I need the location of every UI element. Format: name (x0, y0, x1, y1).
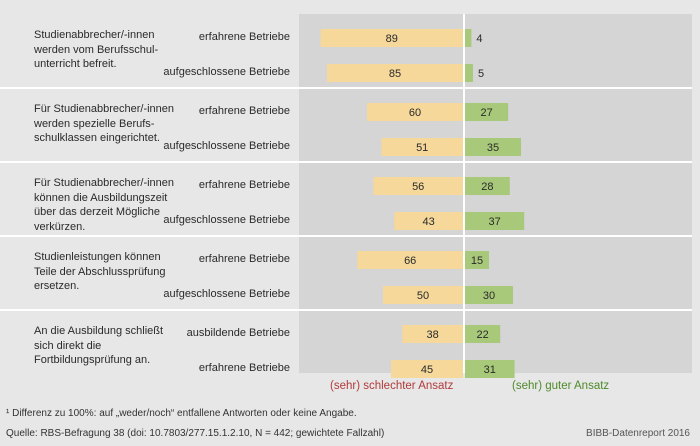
row-label: erfahrene Betriebe (198, 179, 290, 191)
bar-positive-value: 30 (483, 290, 495, 302)
bar-negative-value: 66 (404, 255, 416, 267)
row-label: erfahrene Betriebe (198, 31, 290, 43)
bar-negative-value: 45 (421, 364, 433, 376)
bar-negative-value: 60 (409, 107, 421, 119)
bar-negative-value: 51 (416, 142, 428, 154)
row-label: erfahrene Betriebe (198, 362, 290, 374)
bar-positive-value: 28 (481, 181, 493, 193)
group-separator (0, 87, 692, 89)
group-separator (0, 161, 692, 163)
bar-positive (465, 251, 489, 269)
bar-positive-value: 15 (471, 255, 483, 267)
question-text: Studienabbrecher/-innen werden vom Beruf… (34, 29, 159, 70)
question-text: Für Studienabbrecher/-innen können die A… (34, 177, 175, 233)
bar-positive-value: 22 (476, 329, 488, 341)
bar-positive (465, 212, 525, 230)
question-text: Für Studienabbrecher/-innen werden spezi… (34, 103, 175, 144)
bar-negative (394, 212, 463, 230)
row-label: aufgeschlossene Betriebe (163, 288, 290, 300)
bar-positive-value: 37 (488, 216, 500, 228)
credit: BIBB-Datenreport 2016 (586, 428, 690, 439)
bar-positive (465, 138, 521, 156)
question-text: An die Ausbildung schließt sich direkt d… (34, 325, 164, 366)
bar-negative (402, 325, 463, 343)
footnote-difference: ¹ Differenz zu 100%: auf „weder/noch“ en… (6, 408, 357, 419)
row-label: aufgeschlossene Betriebe (163, 66, 290, 78)
bar-negative (381, 138, 463, 156)
bar-negative-value: 38 (426, 329, 438, 341)
bar-negative-value: 43 (422, 216, 434, 228)
bar-positive (465, 103, 509, 121)
bar-negative-value: 56 (412, 181, 424, 193)
bar-positive-value: 35 (487, 142, 499, 154)
bar-positive-value: 31 (484, 364, 496, 376)
row-label: ausbildende Betriebe (186, 327, 290, 339)
bar-negative (373, 177, 463, 195)
bar-negative-value: 89 (386, 33, 398, 45)
bar-negative (327, 64, 463, 82)
group-separator (0, 235, 692, 237)
footnote-source: Quelle: RBS-Befragung 38 (doi: 10.7803/2… (6, 428, 385, 439)
bar-positive-value: 5 (478, 68, 484, 80)
row-label: erfahrene Betriebe (198, 105, 290, 117)
bar-negative-value: 85 (389, 68, 401, 80)
x-label-positive: (sehr) guter Ansatz (512, 380, 610, 392)
bar-positive (465, 29, 472, 47)
bar-positive (465, 64, 473, 82)
bar-negative (367, 103, 463, 121)
bar-positive (465, 286, 513, 304)
bar-negative (320, 29, 463, 47)
bar-negative (391, 360, 463, 378)
bar-negative (383, 286, 463, 304)
bar-positive-value: 4 (476, 33, 482, 45)
bar-negative-value: 50 (417, 290, 429, 302)
question-text: Studienleistungen können Teile der Absch… (34, 251, 166, 292)
bar-positive (465, 177, 510, 195)
row-label: aufgeschlossene Betriebe (163, 214, 290, 226)
group-separator (0, 309, 692, 311)
x-label-negative: (sehr) schlechter Ansatz (330, 380, 454, 392)
bar-negative (357, 251, 463, 269)
bar-positive (465, 325, 501, 343)
row-label: erfahrene Betriebe (198, 253, 290, 265)
row-label: aufgeschlossene Betriebe (163, 140, 290, 152)
bar-positive (465, 360, 515, 378)
bar-positive-value: 27 (480, 107, 492, 119)
